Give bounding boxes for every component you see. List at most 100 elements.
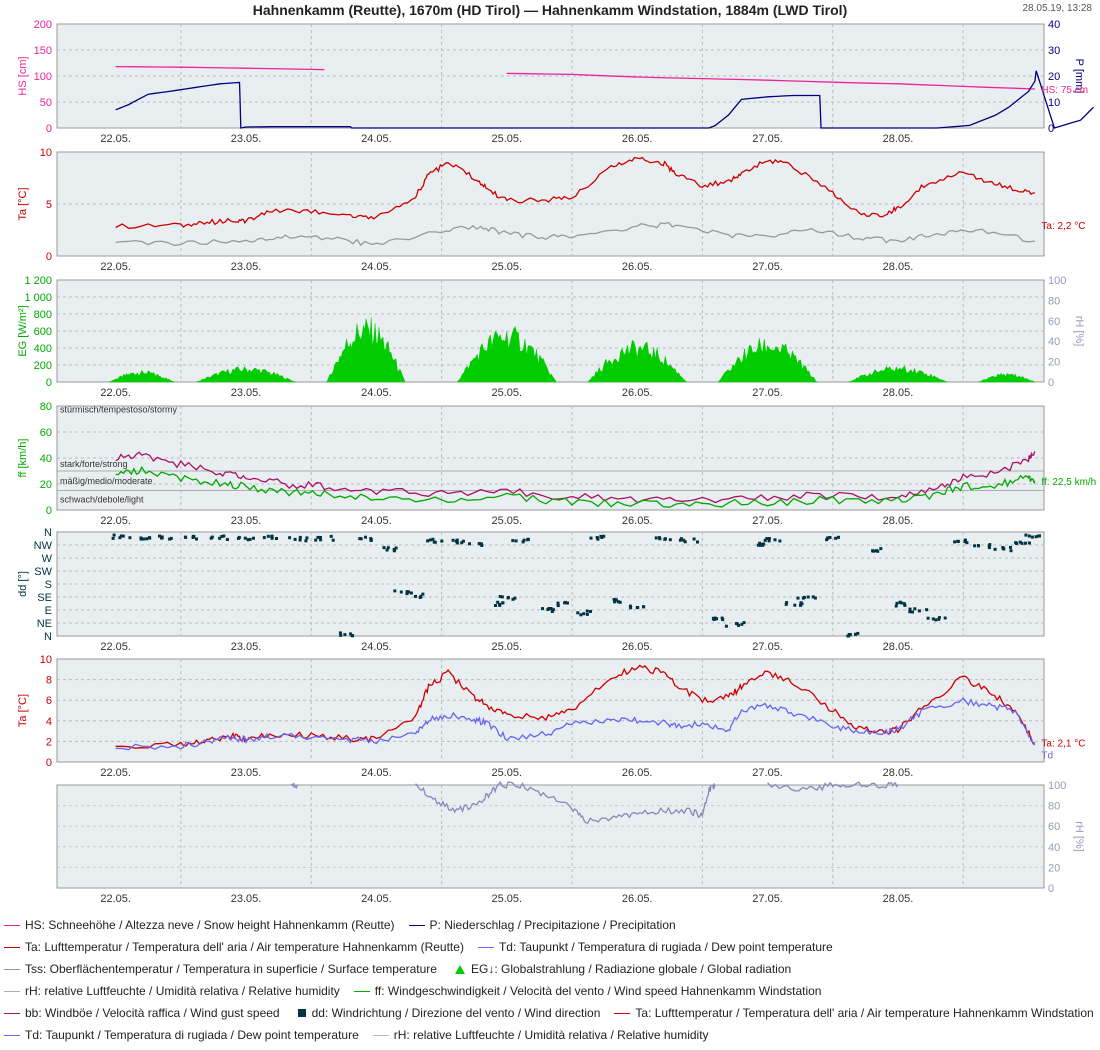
y-tick-label: 10 bbox=[40, 147, 52, 159]
wind-direction-point bbox=[987, 546, 991, 550]
x-tick-label: 27.05. bbox=[752, 515, 783, 527]
y-tick-label: N bbox=[44, 631, 52, 643]
wind-direction-point bbox=[139, 536, 143, 540]
wind-direction-point bbox=[451, 538, 455, 542]
wind-direction-point bbox=[304, 539, 308, 543]
x-tick-label: 28.05. bbox=[883, 261, 914, 273]
x-tick-label: 23.05. bbox=[231, 893, 262, 905]
wind-direction-point bbox=[943, 616, 947, 620]
wind-direction-point bbox=[183, 535, 187, 539]
series-end-label: HS: 75 cm bbox=[1041, 85, 1088, 96]
x-tick-label: 24.05. bbox=[361, 893, 392, 905]
wind-direction-point bbox=[455, 541, 459, 545]
wind-direction-point bbox=[549, 607, 553, 610]
y-tick-label: SE bbox=[37, 592, 52, 604]
x-tick-label: 23.05. bbox=[231, 133, 262, 145]
legend-label: P: Niederschlag / Precipitazione / Preci… bbox=[429, 918, 676, 932]
wind-direction-point bbox=[433, 540, 437, 544]
wind-direction-point bbox=[547, 607, 551, 610]
wind-direction-point bbox=[266, 534, 270, 538]
x-tick-label: 22.05. bbox=[100, 893, 131, 905]
legend-swatch bbox=[4, 1034, 20, 1036]
wind-direction-point bbox=[160, 535, 164, 539]
wind-direction-point bbox=[1009, 545, 1012, 549]
wind-direction-point bbox=[112, 533, 116, 537]
wind-direction-point bbox=[1030, 535, 1034, 539]
wind-direction-point bbox=[111, 536, 115, 540]
wind-direction-point bbox=[663, 537, 667, 541]
wind-direction-point bbox=[765, 537, 769, 541]
wind-direction-point bbox=[987, 544, 991, 548]
wind-direction-point bbox=[811, 595, 815, 599]
wind-direction-point bbox=[550, 610, 554, 613]
y2-tick-label: 80 bbox=[1048, 801, 1060, 813]
timestamp: 28.05.19, 13:28 bbox=[1022, 3, 1092, 14]
wind-direction-point bbox=[426, 539, 430, 543]
radiation-day-area bbox=[326, 317, 406, 383]
x-tick-label: 22.05. bbox=[100, 641, 131, 653]
wind-direction-point bbox=[440, 539, 444, 543]
y-tick-label: SW bbox=[34, 566, 52, 578]
wind-direction-point bbox=[956, 539, 960, 543]
wind-direction-point bbox=[876, 549, 880, 553]
wind-direction-point bbox=[628, 604, 632, 608]
y2-axis-label: rH [%] bbox=[1073, 821, 1085, 852]
wind-direction-point bbox=[589, 610, 592, 613]
y-tick-label: 0 bbox=[46, 123, 52, 135]
wind-direction-point bbox=[511, 539, 515, 543]
wind-direction-point bbox=[993, 547, 997, 551]
wind-direction-point bbox=[937, 616, 941, 620]
x-tick-label: 28.05. bbox=[883, 641, 914, 653]
wind-direction-point bbox=[419, 595, 423, 599]
wind-direction-point bbox=[740, 622, 744, 626]
legend-label: rH: relative Luftfeuchte / Umidità relat… bbox=[393, 1028, 709, 1042]
wind-direction-point bbox=[826, 536, 830, 540]
wind-direction-point bbox=[145, 537, 149, 541]
series-line-tss bbox=[115, 221, 1035, 247]
wind-direction-point bbox=[500, 595, 504, 599]
wind-direction-point bbox=[721, 618, 725, 622]
wind-direction-point bbox=[965, 541, 969, 545]
wind-direction-point bbox=[1014, 541, 1018, 545]
wind-direction-point bbox=[813, 596, 817, 600]
y-tick-label: 8 bbox=[46, 675, 52, 687]
series-end-label: Ta: 2,2 °C bbox=[1041, 221, 1085, 232]
wind-direction-point bbox=[635, 606, 639, 610]
wind-direction-point bbox=[399, 590, 403, 594]
wind-direction-point bbox=[246, 538, 250, 542]
legend-item: Td: Taupunkt / Temperatura di rugiada / … bbox=[477, 940, 833, 954]
x-tick-label: 27.05. bbox=[752, 261, 783, 273]
radiation-day-area bbox=[196, 365, 296, 383]
wind-direction-point bbox=[314, 538, 318, 542]
wind-direction-point bbox=[585, 609, 589, 613]
wind-direction-point bbox=[288, 536, 292, 540]
y2-tick-label: 10 bbox=[1048, 97, 1060, 109]
y2-tick-label: 60 bbox=[1048, 821, 1060, 833]
wind-direction-point bbox=[385, 548, 389, 552]
wind-direction-point bbox=[642, 605, 646, 609]
legend-label: Ta: Lufttemperatur / Temperatura dell' a… bbox=[635, 1006, 1094, 1020]
legend-swatch bbox=[4, 946, 20, 948]
y-tick-label: 1 200 bbox=[24, 275, 52, 287]
wind-direction-point bbox=[414, 594, 417, 598]
wind-direction-point bbox=[298, 535, 302, 539]
legend-swatch bbox=[408, 924, 425, 926]
y2-tick-label: 0 bbox=[1048, 377, 1054, 389]
legend-item: Ta: Lufttemperatur / Temperatura dell' a… bbox=[614, 1006, 1094, 1020]
wind-direction-point bbox=[589, 536, 593, 540]
y-axis-label: EG [W/m²] bbox=[17, 305, 29, 356]
x-tick-label: 28.05. bbox=[883, 133, 914, 145]
y2-tick-label: 80 bbox=[1048, 295, 1060, 307]
legend-item: dd: Windrichtung / Direzione del vento /… bbox=[294, 1006, 601, 1020]
x-tick-label: 22.05. bbox=[100, 387, 131, 399]
wind-direction-point bbox=[908, 607, 912, 611]
wind-direction-point bbox=[613, 600, 617, 604]
wind-direction-point bbox=[763, 538, 767, 542]
legend-swatch bbox=[4, 924, 20, 926]
legend-label: dd: Windrichtung / Direzione del vento /… bbox=[311, 1006, 601, 1020]
wind-direction-point bbox=[964, 538, 967, 542]
y-tick-label: 4 bbox=[46, 716, 52, 728]
wind-direction-point bbox=[248, 537, 252, 541]
wind-direction-point bbox=[778, 539, 782, 543]
y-axis-label: HS [cm] bbox=[17, 56, 29, 95]
